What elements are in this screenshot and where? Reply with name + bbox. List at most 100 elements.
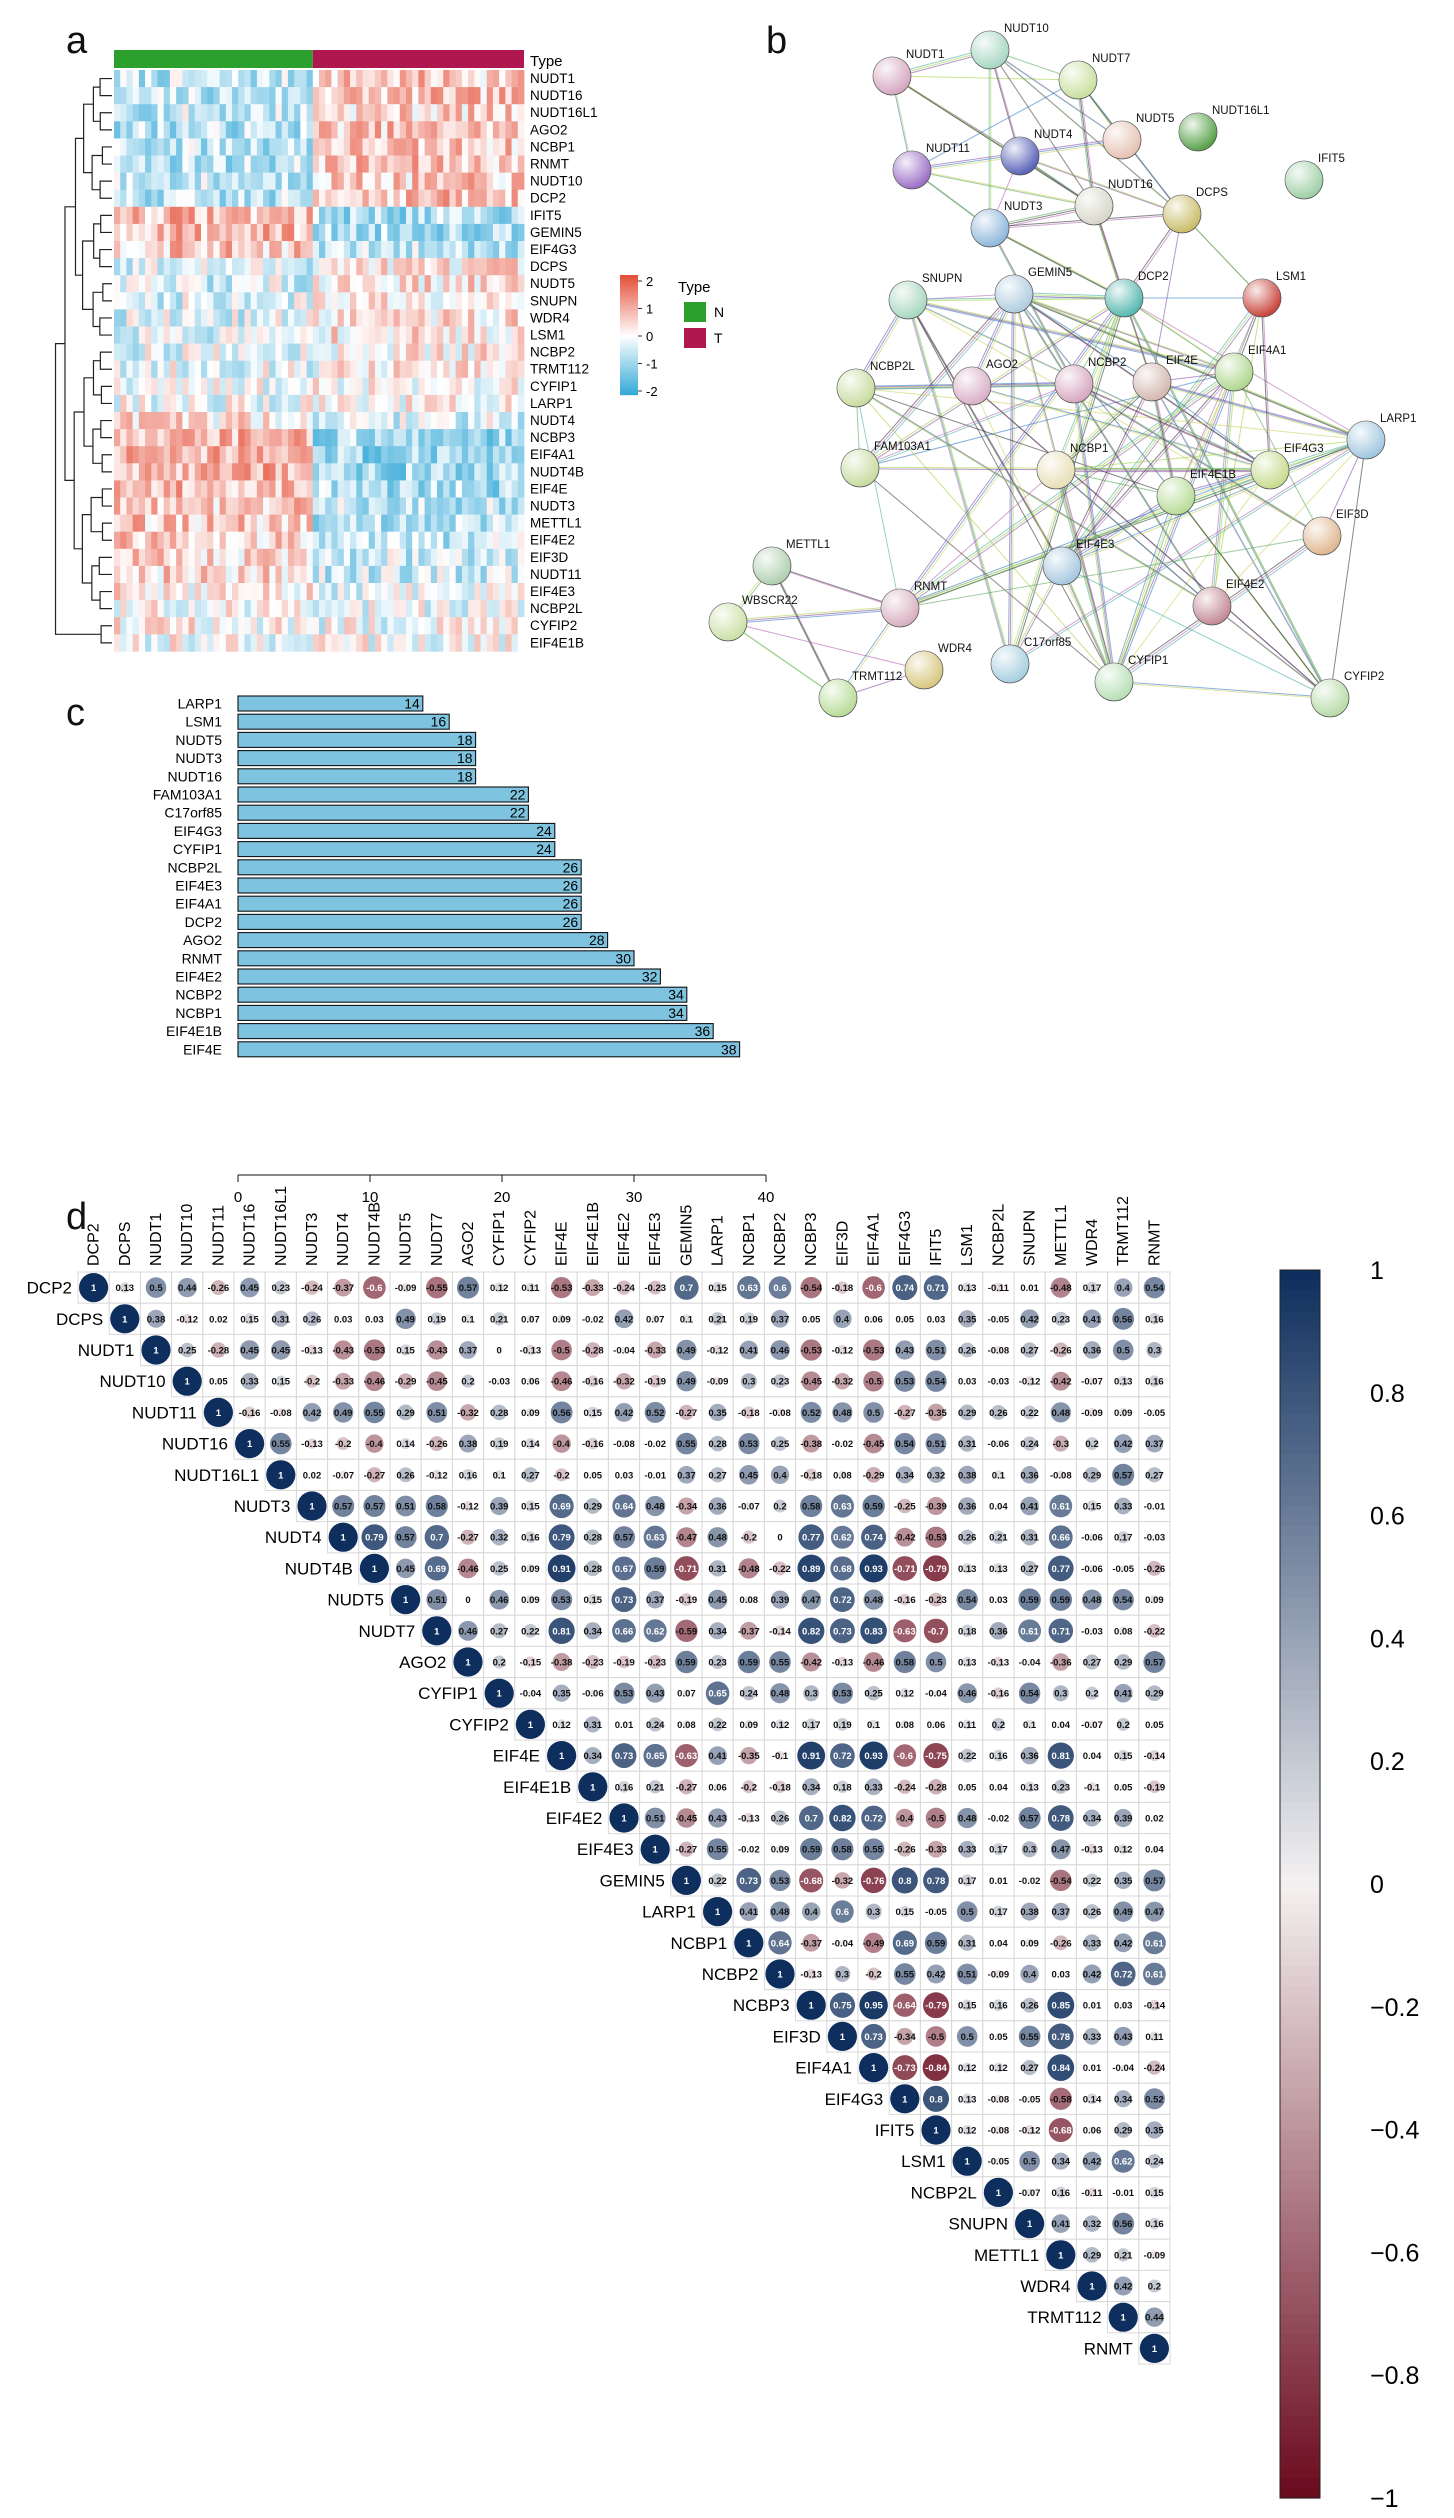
correlation-circle [743, 1812, 755, 1824]
correlation-value: -0.12 [1019, 2126, 1041, 2137]
dendrogram-link [99, 351, 112, 370]
heatmap-cell [505, 429, 512, 447]
heatmap-cell [182, 514, 189, 532]
network-edge [772, 566, 901, 610]
heatmap-cell [362, 583, 370, 601]
heatmap-cell [381, 480, 388, 498]
correlation-circle [1087, 1408, 1097, 1417]
heatmap-cell [331, 531, 339, 550]
network-edge [1175, 371, 1235, 497]
correlation-row: 1 0.46 0.27 0.22 0.81 0.34 0.66 0.62 -0.59 0.34 -0… [420, 1614, 1171, 1647]
correlation-value: 0.42 [615, 1408, 634, 1419]
network-edge [1114, 682, 1331, 700]
correlation-circle [490, 1496, 509, 1516]
heatmap-cell [455, 634, 463, 652]
heatmap-cell [319, 360, 326, 379]
correlation-circle [990, 1404, 1006, 1420]
correlation-circle [957, 1683, 978, 1704]
heatmap-cell [437, 326, 444, 344]
color-scale-step [620, 305, 638, 308]
heatmap-cell [350, 583, 357, 601]
correlation-circle [894, 1432, 916, 1455]
heatmap-cell [182, 206, 189, 225]
heatmap-cell [412, 497, 419, 515]
colorbar-step [1280, 2047, 1320, 2059]
correlation-circle [640, 1834, 670, 1864]
correlation-circle [1152, 1815, 1157, 1821]
correlation-circle [1090, 2003, 1094, 2008]
correlation-value: 0.64 [771, 1938, 790, 1949]
correlation-circle [769, 1651, 791, 1673]
network-edge [891, 75, 1079, 81]
heatmap-row [114, 343, 525, 361]
correlation-value: 0.13 [958, 1564, 977, 1575]
heatmap-cell [200, 70, 208, 88]
colorbar-step [1280, 1577, 1320, 1588]
heatmap-cell [213, 514, 221, 532]
correlation-value: 0.72 [833, 1751, 852, 1762]
heatmap-cell [393, 480, 401, 498]
heatmap-cell [287, 360, 295, 379]
heatmap-cell [480, 412, 488, 430]
correlation-value: 0.45 [240, 1346, 259, 1357]
color-scale-label: -2 [646, 384, 658, 399]
heatmap-cell [138, 480, 146, 498]
correlation-circle [959, 1435, 976, 1452]
heatmap-cell [145, 377, 152, 396]
gene-label: LSM1 [530, 328, 565, 343]
heatmap-cell [424, 241, 432, 259]
correlation-circle [1025, 2188, 1034, 2197]
heatmap-cell [468, 241, 475, 259]
correlation-value: 0.19 [740, 1314, 759, 1325]
heatmap-cell [114, 206, 121, 225]
heatmap-cell [399, 412, 407, 430]
heatmap-cell [169, 600, 177, 618]
heatmap-cell [306, 172, 314, 190]
correlation-value: 0.5 [961, 1907, 975, 1918]
colorbar-step [1280, 2068, 1320, 2080]
heatmap-cell [157, 412, 165, 430]
correlation-circle [678, 1404, 694, 1420]
network-edge [991, 229, 1077, 386]
heatmap-cell [238, 326, 245, 344]
heatmap-cell [151, 463, 158, 481]
correlation-circle [894, 1370, 916, 1392]
heatmap-cell [399, 292, 407, 310]
heatmap-cell [474, 480, 481, 498]
heatmap-cell [169, 223, 177, 242]
row-label: NCBP1 [671, 1934, 728, 1953]
correlation-value: 0.39 [771, 1595, 790, 1606]
type-annotation-label: Type [530, 53, 563, 70]
correlation-circle [677, 1497, 695, 1515]
heatmap-cell [331, 241, 339, 259]
correlation-value: 0.41 [1020, 1502, 1039, 1513]
network-edge [855, 387, 901, 609]
heatmap-cell [114, 600, 121, 618]
dendrogram-link [54, 343, 102, 635]
correlation-value: -0.05 [1112, 1564, 1134, 1575]
heatmap-cell [418, 514, 426, 532]
heatmap-cell [294, 583, 301, 601]
heatmap-cell [350, 241, 357, 259]
correlation-circle [1022, 1560, 1038, 1576]
heatmap-cell [461, 360, 469, 379]
color-scale-step [620, 285, 638, 288]
heatmap-cell [114, 565, 121, 584]
correlation-cell [1075, 1271, 1109, 1304]
heatmap-cell [418, 206, 426, 225]
correlation-circle [526, 1595, 535, 1604]
network-edge [1060, 380, 1152, 566]
heatmap-cell [281, 565, 289, 584]
correlation-circle [1020, 1964, 1039, 1984]
heatmap-cell [138, 583, 146, 601]
heatmap-cell [200, 87, 208, 105]
correlation-value: -0.19 [676, 1595, 698, 1606]
heatmap-cell [120, 463, 127, 481]
correlation-circle [677, 1465, 696, 1484]
correlation-value: 0.61 [1145, 1938, 1164, 1949]
heatmap-cell [120, 394, 127, 413]
correlation-value: -0.18 [769, 1782, 791, 1793]
heatmap-cell [114, 258, 121, 276]
network-node-highlight [971, 209, 1009, 247]
correlation-circle [799, 1837, 823, 1861]
